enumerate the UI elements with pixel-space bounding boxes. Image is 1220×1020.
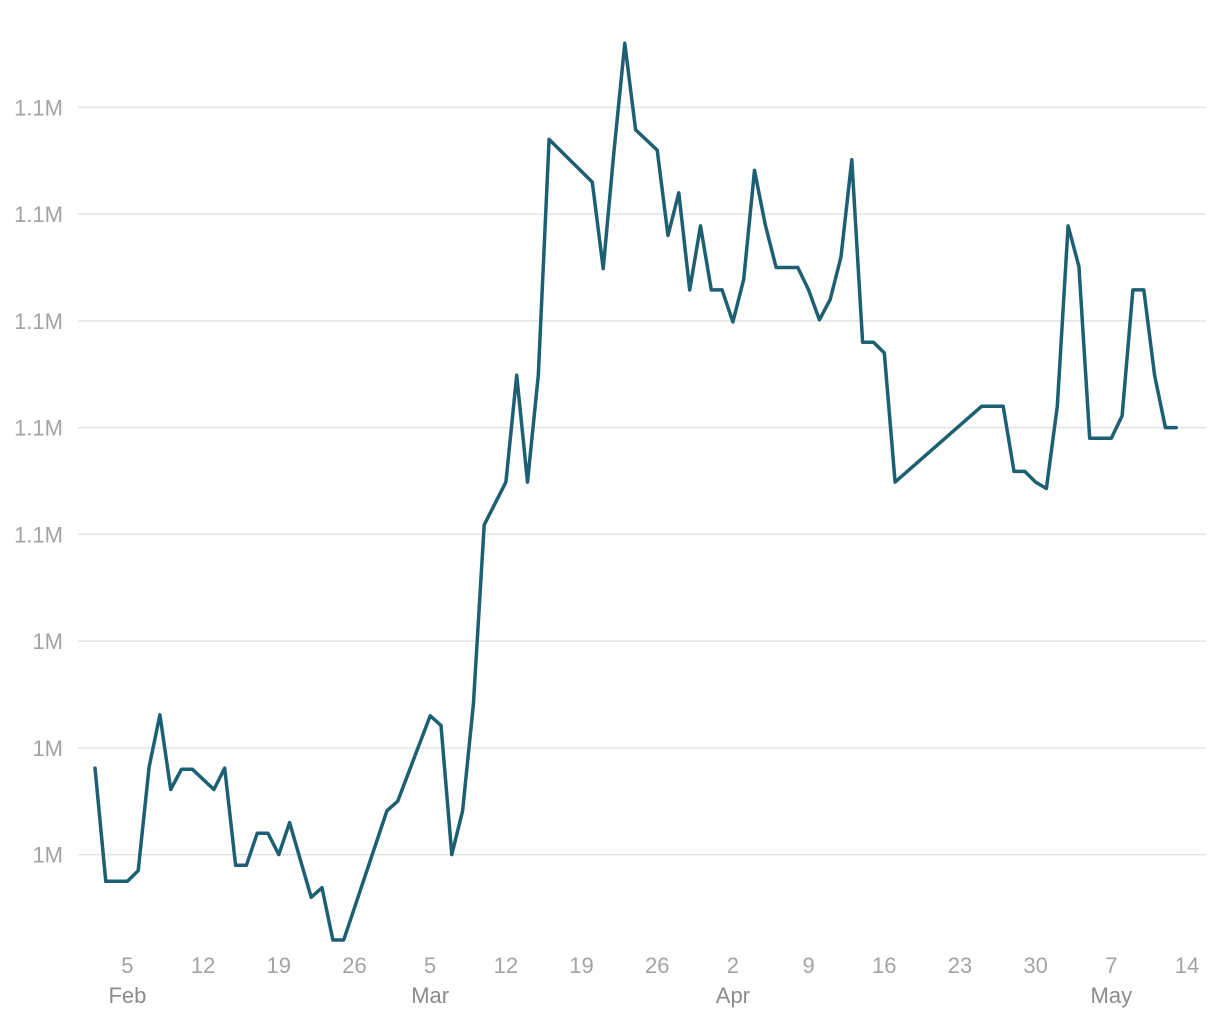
x-tick-label-9: 9 (802, 953, 814, 978)
x-tick-label-10: 16 (872, 953, 896, 978)
x-tick-label-8: 2 (727, 953, 739, 978)
y-tick-label-4: 1.1M (14, 416, 63, 441)
x-tick-label-5: 12 (494, 953, 518, 978)
y-tick-label-3: 1.1M (14, 522, 63, 547)
series-layer (93, 41, 1178, 942)
y-tick-label-0: 1M (32, 843, 63, 868)
y-tick-label-5: 1.1M (14, 309, 63, 334)
x-tick-label-1: 12 (191, 953, 215, 978)
x-axis-ticks: 5 Feb 12 19 26 5 Mar 12 19 26 2 Apr 9 16 23 30 7 May 14 (108, 953, 1199, 1008)
x-tick-label-7: 26 (645, 953, 669, 978)
x-month-label-4: Mar (411, 983, 449, 1008)
x-tick-label-12: 30 (1023, 953, 1047, 978)
x-tick-label-13: 7 (1105, 953, 1117, 978)
gridlines (78, 106, 1206, 856)
x-tick-label-11: 23 (948, 953, 972, 978)
x-tick-label-0: 5 (121, 953, 133, 978)
y-axis-ticks: 1M 1M 1M 1.1M 1.1M 1.1M 1.1M 1.1M (14, 95, 63, 867)
x-month-label-8: Apr (716, 983, 750, 1008)
y-tick-label-7: 1.1M (14, 95, 63, 120)
x-tick-label-2: 19 (267, 953, 291, 978)
x-month-label-0: Feb (108, 983, 146, 1008)
x-tick-label-14: 14 (1175, 953, 1199, 978)
y-tick-label-2: 1M (32, 629, 63, 654)
series-line-0 (93, 41, 1178, 942)
x-tick-label-4: 5 (424, 953, 436, 978)
y-tick-label-1: 1M (32, 736, 63, 761)
x-tick-label-6: 19 (569, 953, 593, 978)
y-tick-label-6: 1.1M (14, 202, 63, 227)
x-tick-label-3: 26 (342, 953, 366, 978)
x-month-label-13: May (1091, 983, 1133, 1008)
